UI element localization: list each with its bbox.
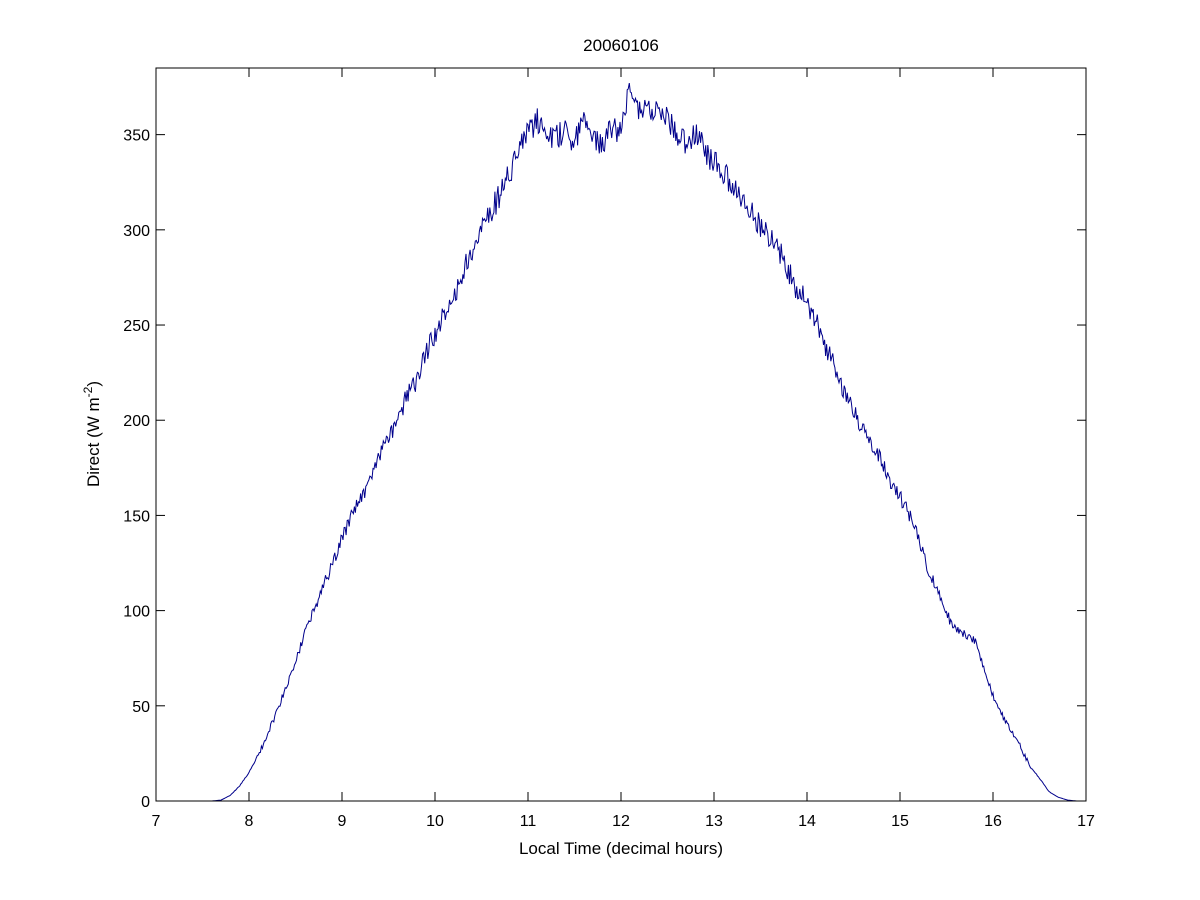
x-axis-title: Local Time (decimal hours)	[519, 839, 723, 858]
chart-title: 20060106	[583, 36, 659, 55]
y-axis-title-main: Direct (W m	[84, 397, 103, 487]
x-tick-label: 7	[152, 813, 161, 830]
y-tick-label: 300	[123, 223, 150, 240]
x-tick-label: 9	[338, 813, 347, 830]
y-tick-label: 0	[141, 794, 150, 811]
y-axis-title: Direct (W m-2)	[81, 381, 103, 487]
y-tick-label: 50	[132, 699, 150, 716]
x-tick-label: 10	[426, 813, 444, 830]
x-tick-label: 16	[984, 813, 1002, 830]
x-tick-label: 8	[245, 813, 254, 830]
x-tick-labels: 7 8 9 10 11 12 13 14 15 16 17	[152, 813, 1095, 830]
x-tick-label: 11	[520, 813, 537, 830]
x-tick-label: 15	[891, 813, 909, 830]
plot-frame	[155, 67, 1087, 802]
series-line	[156, 83, 1086, 802]
x-tick-label: 14	[798, 813, 816, 830]
y-axis-title-close: )	[84, 381, 103, 387]
x-tick-label: 17	[1077, 813, 1095, 830]
x-tick-label: 12	[612, 813, 630, 830]
y-tick-label: 100	[123, 604, 150, 621]
y-tick-label: 250	[123, 318, 150, 335]
x-tick-label: 13	[705, 813, 723, 830]
y-axis-title-superscript: -2	[81, 386, 95, 397]
y-tick-label: 200	[123, 413, 150, 430]
y-tick-labels: 0 50 100 150 200 250 300 350	[123, 128, 150, 811]
y-tick-label: 150	[123, 508, 150, 525]
plot-background	[156, 68, 1086, 801]
y-tick-label: 350	[123, 128, 150, 145]
